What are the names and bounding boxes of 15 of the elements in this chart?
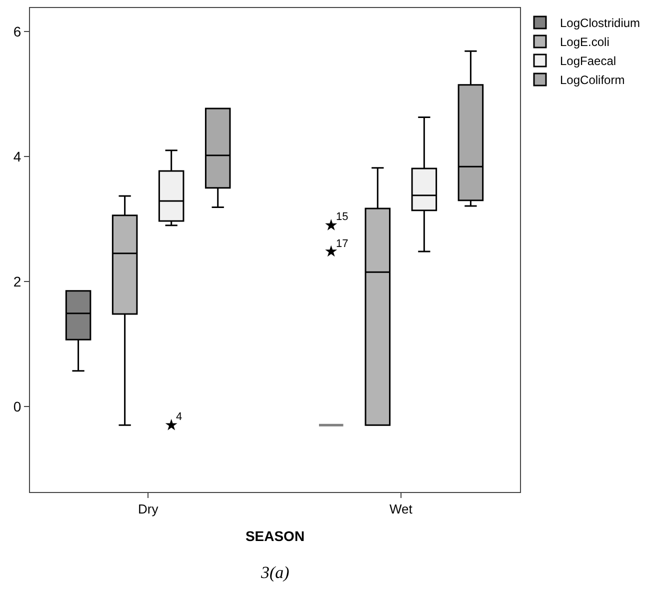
annotation: 4 (176, 411, 182, 423)
annotation: 15 (336, 211, 348, 223)
legend-label: LogFaecal (560, 54, 616, 68)
legend-label: LogClostridium (560, 16, 640, 30)
y-tick-label: 0 (13, 398, 22, 414)
annotation: 17 (336, 238, 348, 250)
legend-label: LogColiform (560, 73, 625, 88)
y-tick-label: 2 (13, 273, 22, 290)
x-tick-label: Dry (138, 502, 159, 517)
x-tick-label: Wet (389, 502, 413, 517)
text: 3(a) (260, 563, 290, 582)
y-tick-label: 6 (13, 24, 22, 40)
legend-label: LogE.coli (560, 35, 610, 50)
x-axis-title: SEASON (245, 528, 305, 544)
y-tick-label: 4 (13, 148, 22, 165)
